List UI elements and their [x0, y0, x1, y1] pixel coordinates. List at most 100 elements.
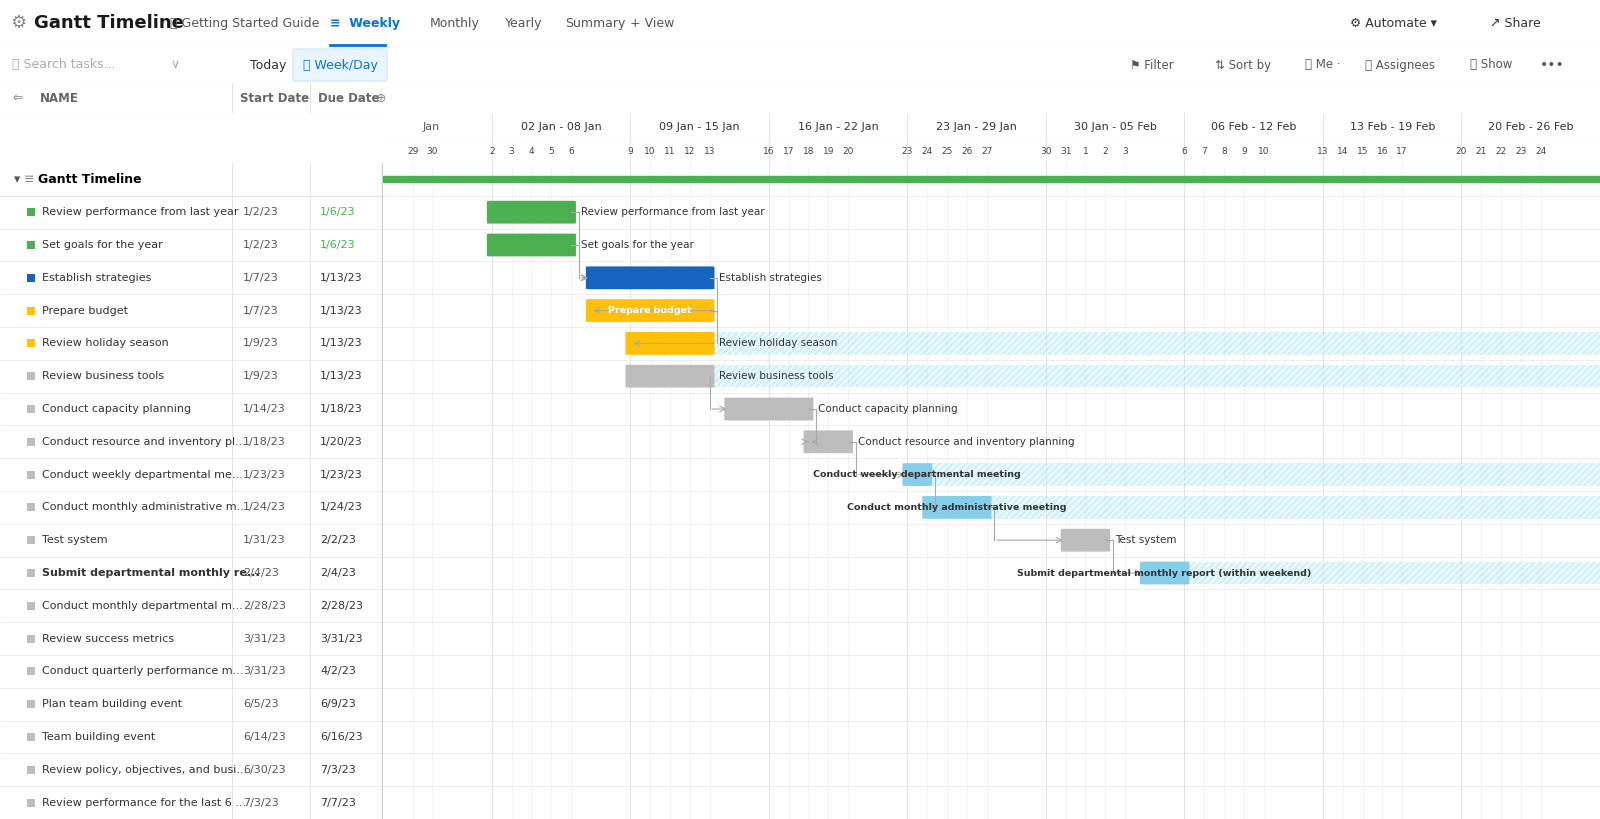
- Text: 3/31/23: 3/31/23: [320, 634, 363, 644]
- Text: 06 Feb - 12 Feb: 06 Feb - 12 Feb: [1211, 122, 1296, 132]
- Text: 10: 10: [1258, 147, 1269, 156]
- Text: Test system: Test system: [1115, 535, 1176, 545]
- Text: Prepare budget: Prepare budget: [42, 305, 128, 315]
- Bar: [27, 405, 35, 413]
- Text: 24: 24: [922, 147, 933, 156]
- Text: 📅 Week/Day: 📅 Week/Day: [302, 58, 378, 71]
- Text: Gantt Timeline: Gantt Timeline: [34, 15, 184, 33]
- Text: Set goals for the year: Set goals for the year: [581, 240, 694, 250]
- Text: Conduct capacity planning: Conduct capacity planning: [42, 404, 190, 414]
- Text: 9: 9: [1242, 147, 1246, 156]
- Text: 5: 5: [549, 147, 554, 156]
- Text: 👥 Assignees: 👥 Assignees: [1365, 58, 1435, 71]
- Text: 6: 6: [568, 147, 574, 156]
- Text: 7/3/23: 7/3/23: [243, 798, 278, 808]
- Text: ⊕: ⊕: [376, 92, 387, 105]
- Text: 16 Jan - 22 Jan: 16 Jan - 22 Jan: [798, 122, 878, 132]
- Text: Monthly: Monthly: [430, 17, 480, 30]
- Bar: [27, 700, 35, 708]
- Text: 1/7/23: 1/7/23: [243, 305, 278, 315]
- Text: ↗ Share: ↗ Share: [1490, 17, 1541, 30]
- Text: 23 Jan - 29 Jan: 23 Jan - 29 Jan: [936, 122, 1018, 132]
- Bar: [27, 208, 35, 216]
- Text: 21: 21: [1475, 147, 1486, 156]
- Text: Review policy, objectives, and busi...: Review policy, objectives, and busi...: [42, 765, 248, 775]
- Text: 10: 10: [645, 147, 656, 156]
- FancyBboxPatch shape: [725, 397, 813, 420]
- Text: 1/6/23: 1/6/23: [320, 240, 355, 250]
- Text: 1/7/23: 1/7/23: [243, 273, 278, 283]
- Text: Review success metrics: Review success metrics: [42, 634, 174, 644]
- Text: 2/28/23: 2/28/23: [320, 601, 363, 611]
- Text: 20: 20: [1456, 147, 1467, 156]
- Bar: [27, 274, 35, 282]
- Text: ⇅ Sort by: ⇅ Sort by: [1214, 58, 1270, 71]
- Text: 1/9/23: 1/9/23: [243, 371, 278, 381]
- FancyBboxPatch shape: [902, 464, 933, 486]
- FancyBboxPatch shape: [293, 49, 387, 81]
- Text: 1/13/23: 1/13/23: [320, 338, 363, 348]
- Text: 7/3/23: 7/3/23: [320, 765, 355, 775]
- Text: ≡  Weekly: ≡ Weekly: [330, 17, 400, 30]
- Bar: [27, 372, 35, 380]
- Text: Review performance for the last 6 ...: Review performance for the last 6 ...: [42, 798, 246, 808]
- Text: Conduct resource and inventory planning: Conduct resource and inventory planning: [858, 437, 1075, 447]
- Text: Gantt Timeline: Gantt Timeline: [38, 173, 142, 186]
- Text: 7: 7: [1202, 147, 1206, 156]
- Text: 27: 27: [981, 147, 992, 156]
- Text: 20 Feb - 26 Feb: 20 Feb - 26 Feb: [1488, 122, 1573, 132]
- Text: Conduct weekly departmental meeting: Conduct weekly departmental meeting: [813, 470, 1021, 479]
- Text: 13 Feb - 19 Feb: 13 Feb - 19 Feb: [1349, 122, 1435, 132]
- Text: 15: 15: [1357, 147, 1368, 156]
- FancyBboxPatch shape: [486, 233, 576, 256]
- Text: Review holiday season: Review holiday season: [42, 338, 168, 348]
- Text: 1/31/23: 1/31/23: [243, 535, 286, 545]
- Text: 6/9/23: 6/9/23: [320, 699, 355, 709]
- Bar: [27, 536, 35, 544]
- Text: 1/2/23: 1/2/23: [243, 240, 278, 250]
- Text: ⇐: ⇐: [13, 92, 22, 105]
- Text: 26: 26: [962, 147, 973, 156]
- Text: 13: 13: [704, 147, 715, 156]
- Text: NAME: NAME: [40, 92, 78, 105]
- Bar: [27, 602, 35, 610]
- Bar: [27, 504, 35, 511]
- Text: 3/31/23: 3/31/23: [243, 634, 286, 644]
- Text: Review performance from last year: Review performance from last year: [581, 207, 765, 217]
- FancyBboxPatch shape: [626, 332, 715, 355]
- Bar: [27, 635, 35, 643]
- Text: ≡: ≡: [24, 173, 35, 186]
- Bar: [27, 339, 35, 347]
- Text: Jan: Jan: [422, 122, 440, 132]
- Text: Establish strategies: Establish strategies: [42, 273, 152, 283]
- Text: 7/7/23: 7/7/23: [320, 798, 355, 808]
- Text: Prepare budget: Prepare budget: [608, 306, 691, 315]
- FancyBboxPatch shape: [926, 496, 1600, 518]
- Text: Submit departmental monthly re...: Submit departmental monthly re...: [42, 568, 259, 578]
- Text: 19: 19: [822, 147, 834, 156]
- FancyBboxPatch shape: [630, 333, 1600, 355]
- Bar: [27, 306, 35, 314]
- Text: 🔍 Search tasks...: 🔍 Search tasks...: [13, 58, 115, 71]
- Text: 30: 30: [427, 147, 438, 156]
- Text: Conduct capacity planning: Conduct capacity planning: [818, 404, 958, 414]
- Text: 31: 31: [1059, 147, 1072, 156]
- Text: Today: Today: [250, 58, 286, 71]
- Text: Conduct monthly administrative m...: Conduct monthly administrative m...: [42, 502, 248, 513]
- Text: 16: 16: [1376, 147, 1389, 156]
- Text: 6/30/23: 6/30/23: [243, 765, 286, 775]
- Text: 23: 23: [1515, 147, 1526, 156]
- Text: 13: 13: [1317, 147, 1328, 156]
- Text: 25: 25: [941, 147, 952, 156]
- Text: 1/18/23: 1/18/23: [320, 404, 363, 414]
- Text: 1/13/23: 1/13/23: [320, 273, 363, 283]
- Text: 17: 17: [1397, 147, 1408, 156]
- FancyBboxPatch shape: [1146, 562, 1600, 584]
- Text: 3: 3: [1122, 147, 1128, 156]
- Text: •••: •••: [1539, 58, 1565, 72]
- Text: 1/23/23: 1/23/23: [243, 469, 286, 480]
- Text: 23: 23: [902, 147, 914, 156]
- FancyBboxPatch shape: [922, 496, 992, 518]
- FancyBboxPatch shape: [630, 365, 1600, 387]
- Text: Set goals for the year: Set goals for the year: [42, 240, 163, 250]
